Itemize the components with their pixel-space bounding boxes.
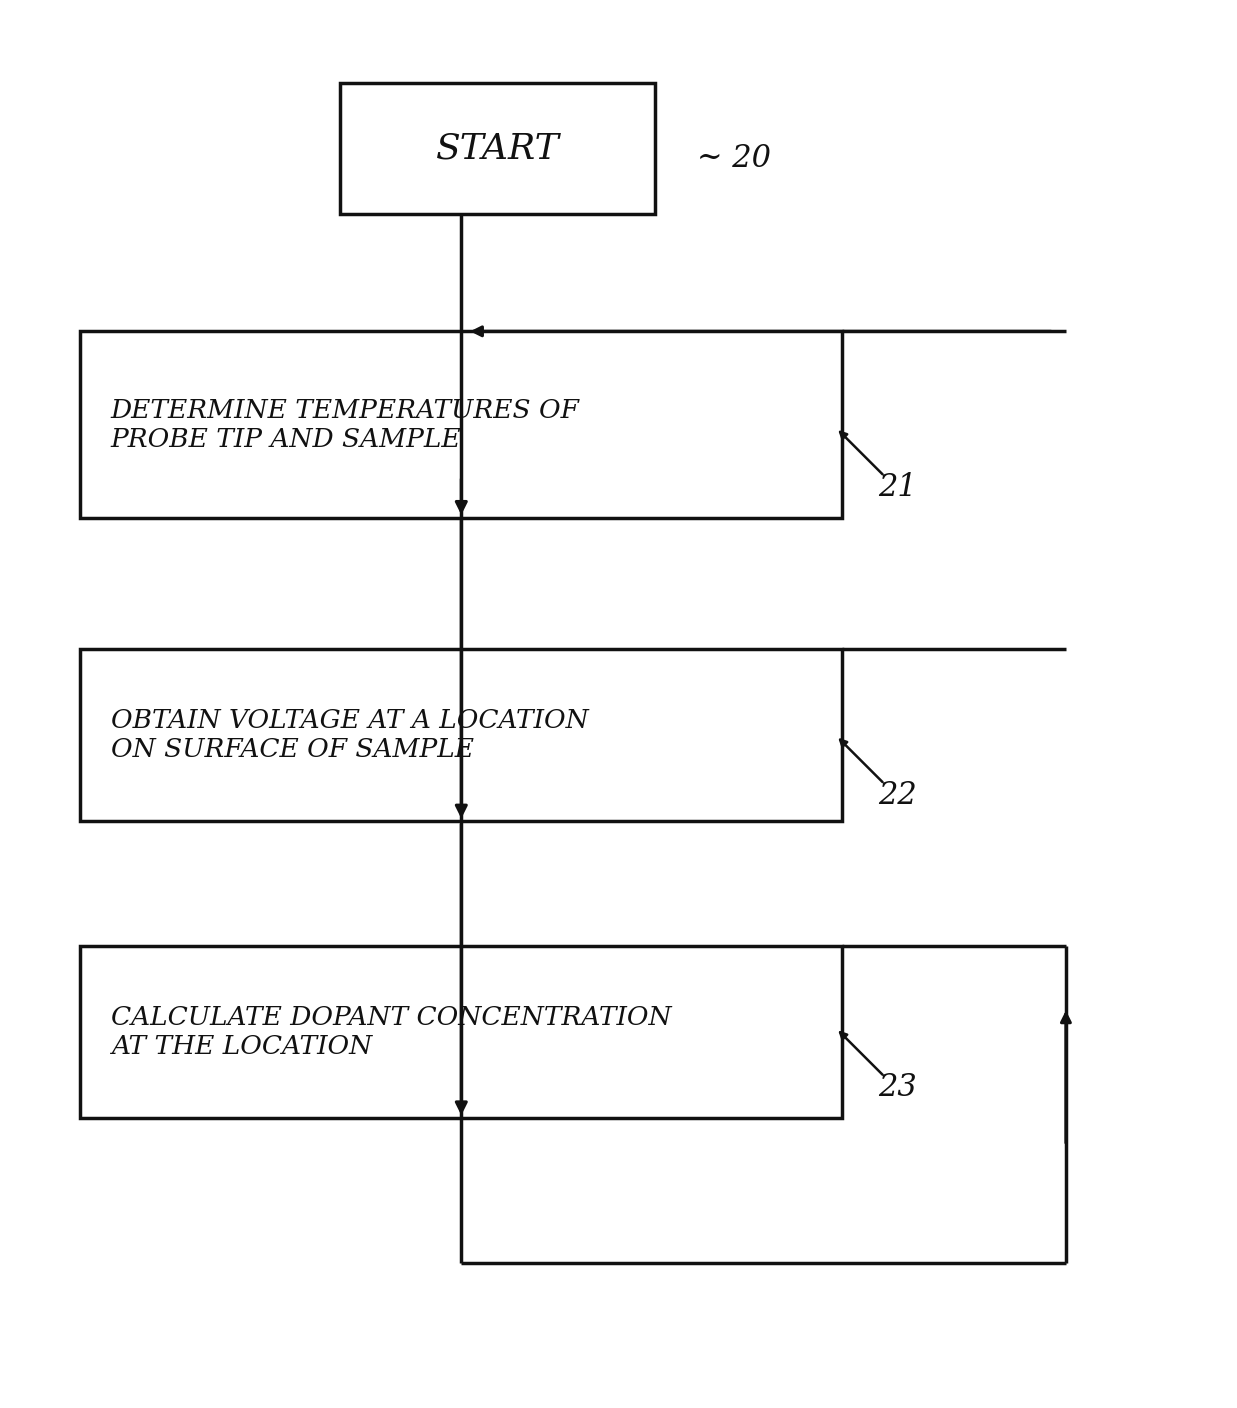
Text: OBTAIN VOLTAGE AT A LOCATION
ON SURFACE OF SAMPLE: OBTAIN VOLTAGE AT A LOCATION ON SURFACE … (110, 708, 589, 762)
Text: ~ 20: ~ 20 (698, 144, 771, 175)
Text: START: START (435, 131, 559, 166)
Text: 21: 21 (878, 472, 917, 503)
Text: CALCULATE DOPANT CONCENTRATION
AT THE LOCATION: CALCULATE DOPANT CONCENTRATION AT THE LO… (110, 1005, 672, 1059)
Text: DETERMINE TEMPERATURES OF
PROBE TIP AND SAMPLE: DETERMINE TEMPERATURES OF PROBE TIP AND … (110, 397, 579, 452)
Text: 23: 23 (878, 1073, 917, 1104)
Bar (80, 331, 842, 518)
Bar (80, 946, 842, 1118)
Bar (80, 649, 842, 821)
Bar (340, 83, 654, 214)
Text: 22: 22 (878, 780, 917, 811)
